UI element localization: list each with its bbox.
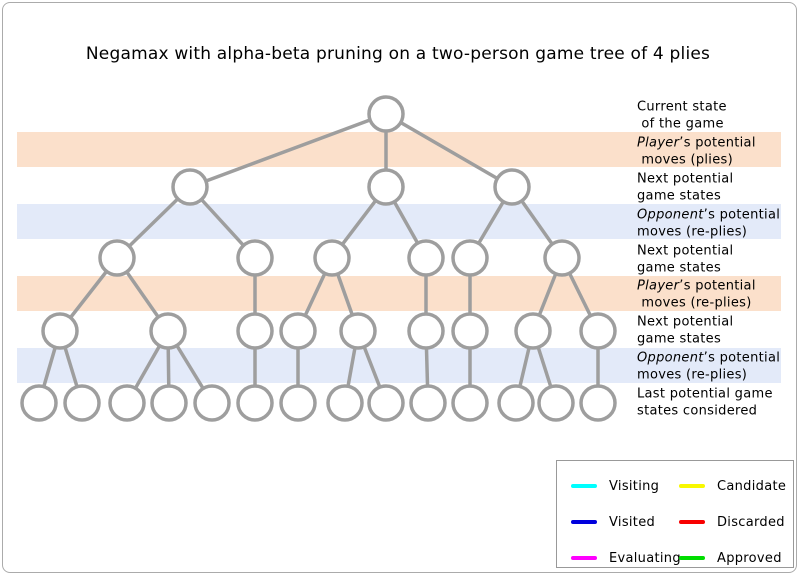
legend-box: Visiting Candidate Visited Discarded Evaluat… [556,460,794,568]
row-label-line1: Next potential [637,314,734,330]
legend-label: Approved [717,550,782,566]
tree-node-n1b [236,239,274,277]
row-label-line2: game states [637,188,722,203]
tree-node-n2 [367,168,405,206]
tree-node-l11 [451,384,489,422]
legend-item-visiting: Visiting [571,479,679,494]
row-label-line1: Opponent’s potential [637,350,781,366]
tree-node-m7 [451,312,489,350]
row-label-line2: game states [637,331,722,346]
tree-edge [385,112,513,189]
tree-node-root [367,95,405,133]
tree-node-l10 [409,384,447,422]
tree-node-m6 [407,312,445,350]
legend-item-evaluating: Evaluating [571,550,681,566]
row-label-line1: Player’s potential [637,278,756,294]
legend-color-line-approved [679,556,705,560]
legend-color-line-evaluating [571,556,597,560]
row-label-line1: Next potential [637,171,734,187]
row-label-italic-word: Opponent [637,207,704,223]
legend-item-discarded: Discarded [679,515,793,530]
band-player-moves [17,132,781,167]
tree-node-n3b [543,239,581,277]
legend-label: Visited [609,514,656,530]
legend-color-line-discarded [679,520,705,524]
tree-node-m8 [514,312,552,350]
row-label: Player’s potential moves (plies) [637,136,756,169]
row-label-line2: moves (plies) [637,152,733,167]
tree-node-n2a [313,239,351,277]
row-label-italic-word: Opponent [637,350,704,366]
row-label-line1: Last potential game [637,386,773,402]
row-label: Opponent’s potential moves (re-plies) [637,208,780,241]
tree-node-l7 [279,384,317,422]
tree-node-l6 [236,384,274,422]
tree-node-l12 [497,384,535,422]
tree-node-l9 [367,384,405,422]
tree-node-l4 [150,384,188,422]
row-label-line2: states considered [637,403,758,418]
tree-node-l3 [108,384,146,422]
row-label-line1: Player’s potential [637,135,756,151]
row-label-line2: moves (re-plies) [637,367,748,382]
row-label-line2: of the game [637,116,724,131]
row-label: Current state of the game [637,100,727,133]
band-player-moves [17,276,781,311]
tree-node-l8 [326,384,364,422]
row-label-line2: moves (re-plies) [637,295,752,310]
row-label-italic-word: Player [637,135,680,151]
legend-item-candidate: Candidate [679,479,793,494]
legend-item-approved: Approved [679,551,793,566]
row-label-line2: game states [637,260,722,275]
row-label-italic-word: Player [637,278,680,294]
legend-color-line-visited [571,520,597,524]
legend-color-line-candidate [679,484,705,488]
tree-node-n2b [407,239,445,277]
tree-node-l2 [63,384,101,422]
tree-node-n1a [98,239,136,277]
band-opponent-moves [17,348,781,383]
row-label: Next potential game states [637,244,733,277]
row-label-line2: moves (re-plies) [637,224,748,239]
tree-edge [189,112,387,189]
row-label: Next potential game states [637,315,733,348]
legend-item-visited: Visited [571,515,679,530]
tree-node-m3 [236,312,274,350]
legend-color-line-visiting [571,484,597,488]
tree-node-l13 [537,384,575,422]
tree-node-m9 [579,312,617,350]
tree-node-l5 [193,384,231,422]
legend-label: Visiting [609,478,660,494]
legend-label: Candidate [717,478,787,494]
tree-node-n3a [451,239,489,277]
figure-title: Negamax with alpha-beta pruning on a two… [85,44,711,64]
row-label-line1: Next potential [637,243,734,259]
tree-node-m4 [279,312,317,350]
row-label-line1: Current state [637,99,727,115]
row-label: Next potential game states [637,172,733,205]
row-label: Opponent’s potential moves (re-plies) [637,351,780,384]
tree-node-m1 [41,312,79,350]
legend-label: Evaluating [609,550,681,566]
row-label: Last potential game states considered [637,387,773,420]
tree-node-l1 [20,384,58,422]
row-label-line1: Opponent’s potential [637,207,781,223]
tree-node-n3 [493,168,531,206]
tree-node-l14 [579,384,617,422]
row-label: Player’s potential moves (re-plies) [637,279,756,312]
tree-node-m5 [339,312,377,350]
tree-node-n1 [171,168,209,206]
tree-node-m2 [149,312,187,350]
legend-label: Discarded [717,514,785,530]
